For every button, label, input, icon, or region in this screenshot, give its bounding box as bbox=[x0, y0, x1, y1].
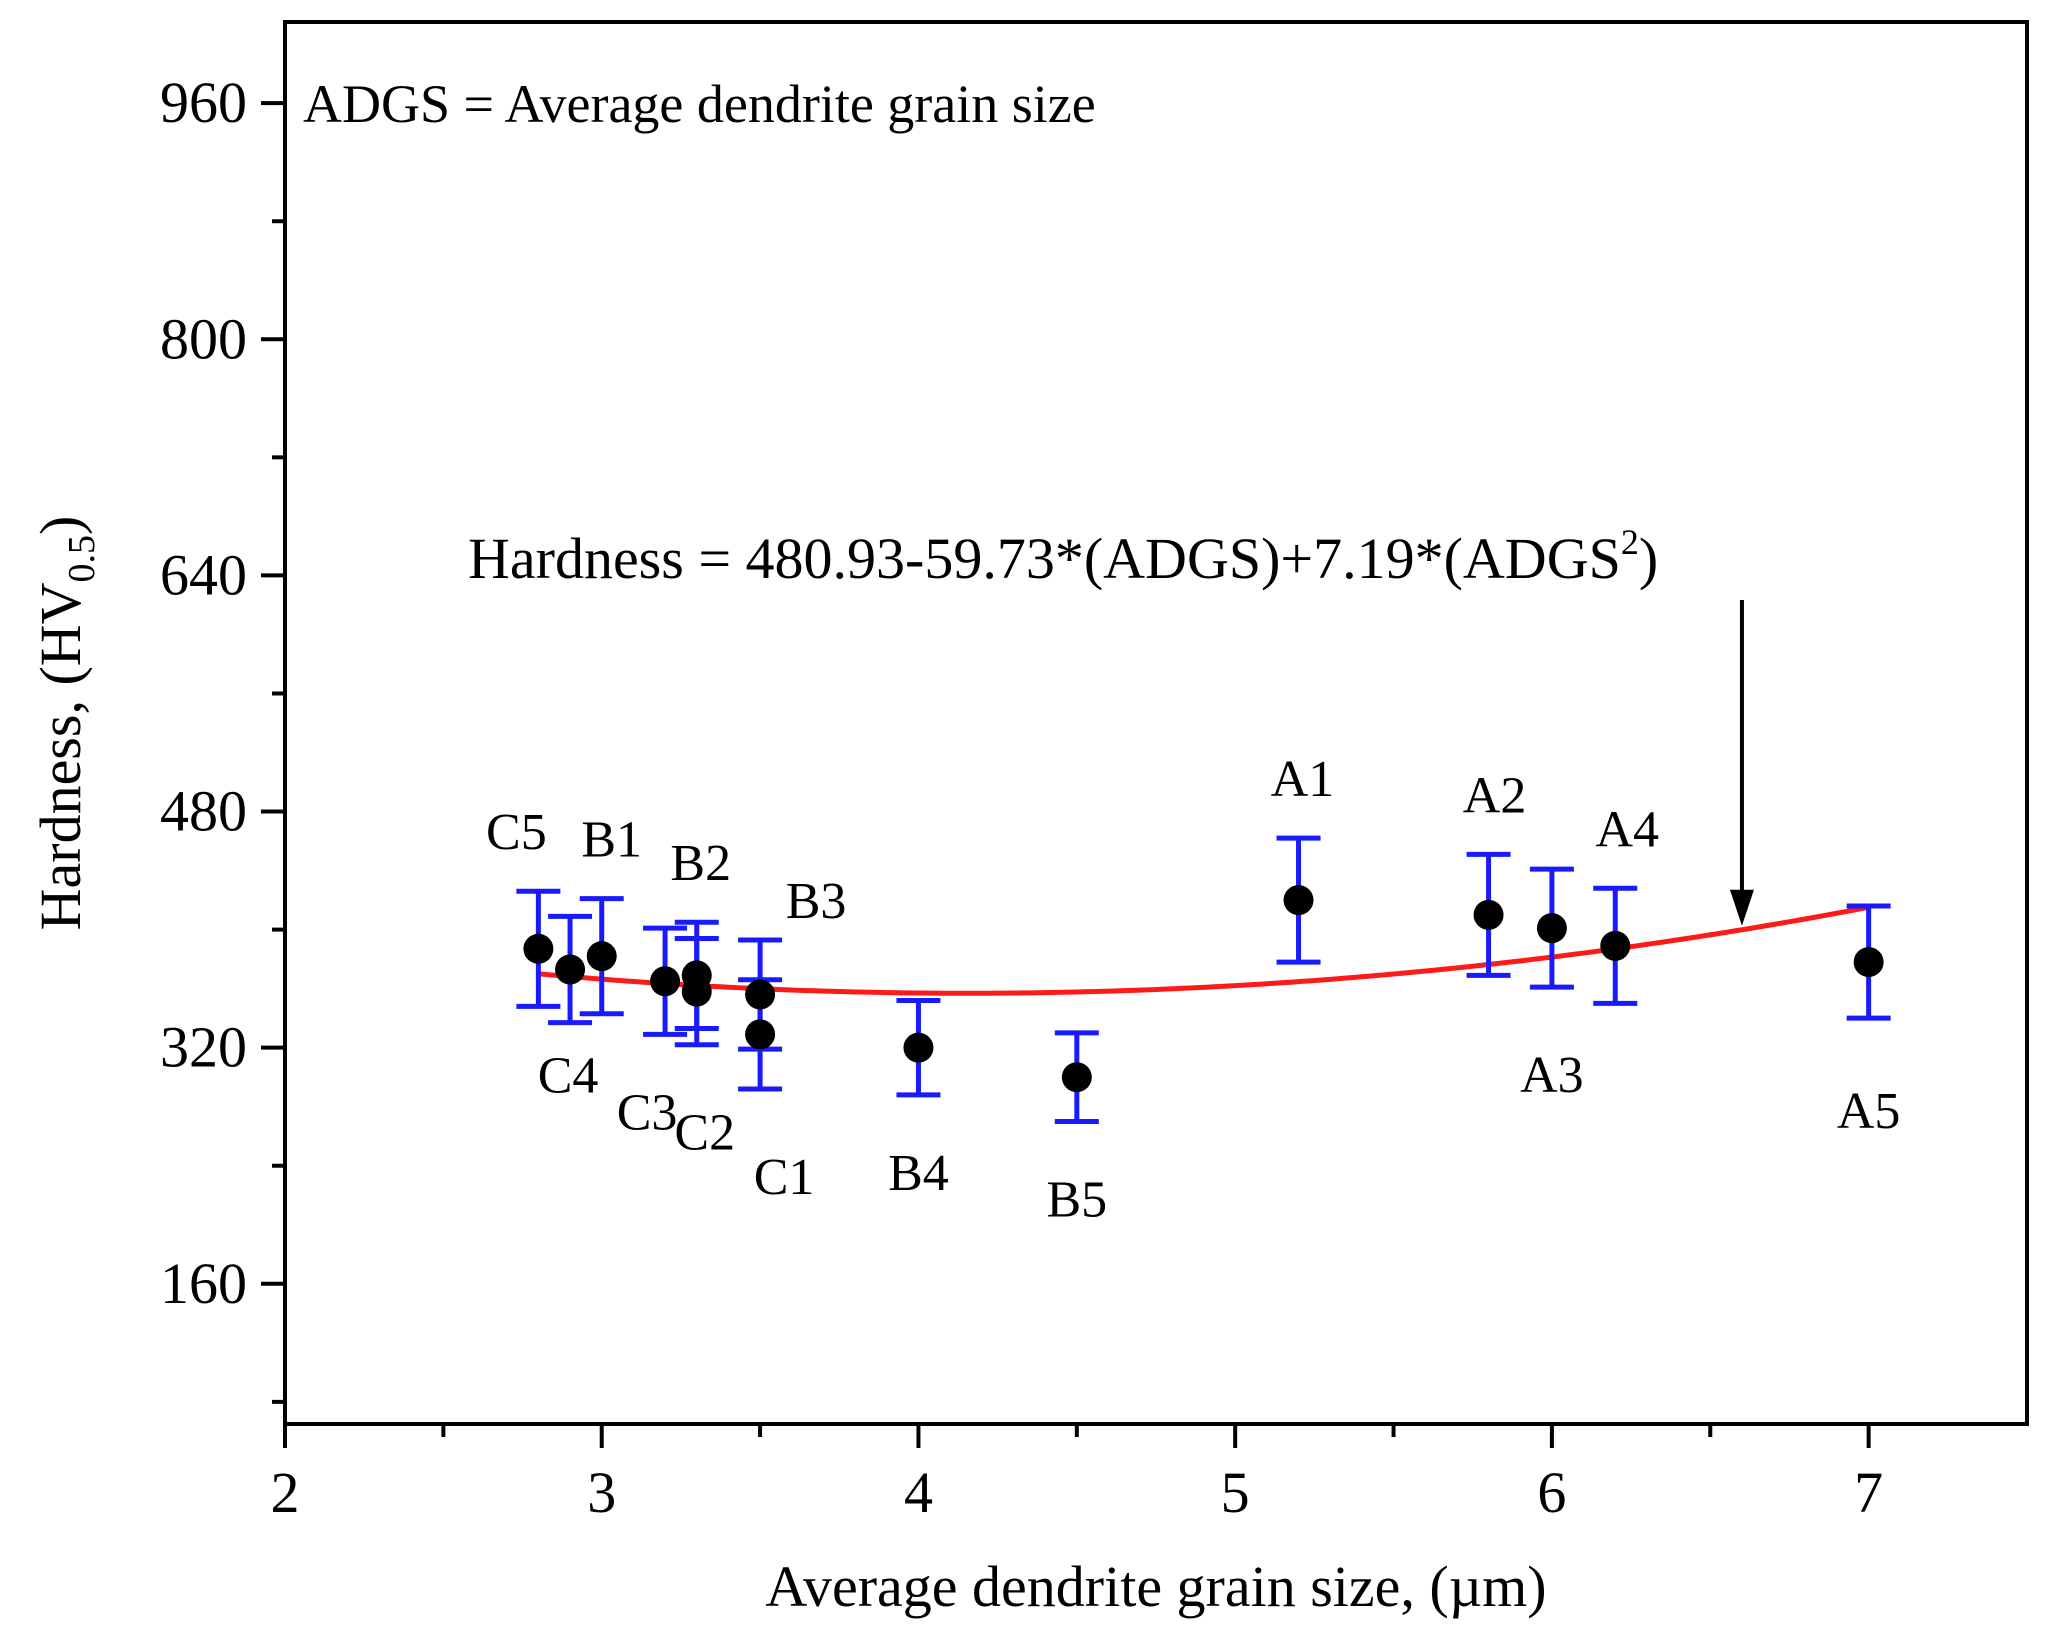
point-label-A3: A3 bbox=[1520, 1047, 1584, 1104]
y-label-main: Hardness, (HV bbox=[28, 582, 93, 930]
y-tick-label: 960 bbox=[160, 70, 247, 135]
point-label-C3: C3 bbox=[617, 1084, 678, 1141]
point-B1 bbox=[586, 941, 617, 972]
point-label-B3: B3 bbox=[786, 873, 847, 930]
fit-equation: Hardness = 480.93-59.73*(ADGS)+7.19*(ADG… bbox=[468, 522, 1658, 591]
point-label-B1: B1 bbox=[581, 812, 642, 869]
point-C2 bbox=[681, 976, 712, 1007]
fit-curve bbox=[538, 904, 1870, 996]
point-label-C4: C4 bbox=[538, 1048, 599, 1105]
point-label-A4: A4 bbox=[1595, 801, 1659, 858]
y-axis-label: Hardness, (HV0.5) bbox=[28, 516, 103, 931]
point-A2 bbox=[1473, 899, 1504, 930]
x-tick-label: 5 bbox=[1221, 1460, 1250, 1525]
point-label-B2: B2 bbox=[670, 835, 731, 892]
x-tick-label: 2 bbox=[271, 1460, 300, 1525]
y-tick-label: 160 bbox=[160, 1251, 247, 1316]
fit-curve-group bbox=[538, 904, 1870, 996]
point-A5 bbox=[1853, 947, 1884, 978]
point-labels-group: C5 C4 B1 C3 B2 C2 B3 C1 B4 B5 A1 A2 A3 A4 A5 bbox=[486, 751, 1900, 1228]
point-A1 bbox=[1283, 885, 1314, 916]
point-A4 bbox=[1600, 930, 1631, 961]
point-B5 bbox=[1061, 1062, 1092, 1093]
point-B3 bbox=[745, 979, 776, 1010]
point-label-B4: B4 bbox=[888, 1145, 949, 1202]
equation-arrow bbox=[1729, 600, 1754, 926]
x-tick-label: 6 bbox=[1537, 1460, 1566, 1525]
adgs-note: ADGS = Average dendrite grain size bbox=[303, 74, 1096, 134]
equation-superscript: 2 bbox=[1621, 522, 1639, 562]
y-tick-label: 800 bbox=[160, 306, 247, 371]
y-label-subscript: 0.5 bbox=[61, 535, 103, 583]
equation-main: Hardness = 480.93-59.73*(ADGS)+7.19*(ADG… bbox=[468, 526, 1621, 591]
y-tick-label: 320 bbox=[160, 1015, 247, 1080]
point-label-C1: C1 bbox=[754, 1149, 815, 1206]
point-A3 bbox=[1536, 913, 1567, 944]
arrow-head bbox=[1729, 889, 1754, 926]
point-C1 bbox=[745, 1019, 776, 1050]
point-B4 bbox=[903, 1032, 934, 1063]
x-tick-label: 7 bbox=[1854, 1460, 1883, 1525]
point-label-C2: C2 bbox=[674, 1105, 735, 1162]
point-label-A2: A2 bbox=[1463, 767, 1527, 824]
point-label-C5: C5 bbox=[486, 804, 547, 861]
y-label-close: ) bbox=[28, 516, 93, 535]
point-label-A1: A1 bbox=[1271, 751, 1335, 808]
axis-ticks: 2 3 4 5 6 7 160 320 480 640 800 960 bbox=[160, 70, 1883, 1525]
point-C5 bbox=[523, 933, 554, 964]
y-tick-label: 480 bbox=[160, 779, 247, 844]
x-tick-label: 4 bbox=[904, 1460, 933, 1525]
plot-frame bbox=[283, 20, 2029, 1426]
point-C3 bbox=[650, 966, 681, 997]
point-label-A5: A5 bbox=[1837, 1083, 1901, 1140]
x-tick-label: 3 bbox=[587, 1460, 616, 1525]
point-label-B5: B5 bbox=[1046, 1171, 1107, 1228]
point-C4 bbox=[555, 954, 586, 985]
equation-close: ) bbox=[1639, 526, 1658, 591]
x-axis-label: Average dendrite grain size, (µm) bbox=[765, 1554, 1546, 1619]
points-group bbox=[523, 885, 1884, 1093]
y-tick-label: 640 bbox=[160, 542, 247, 607]
